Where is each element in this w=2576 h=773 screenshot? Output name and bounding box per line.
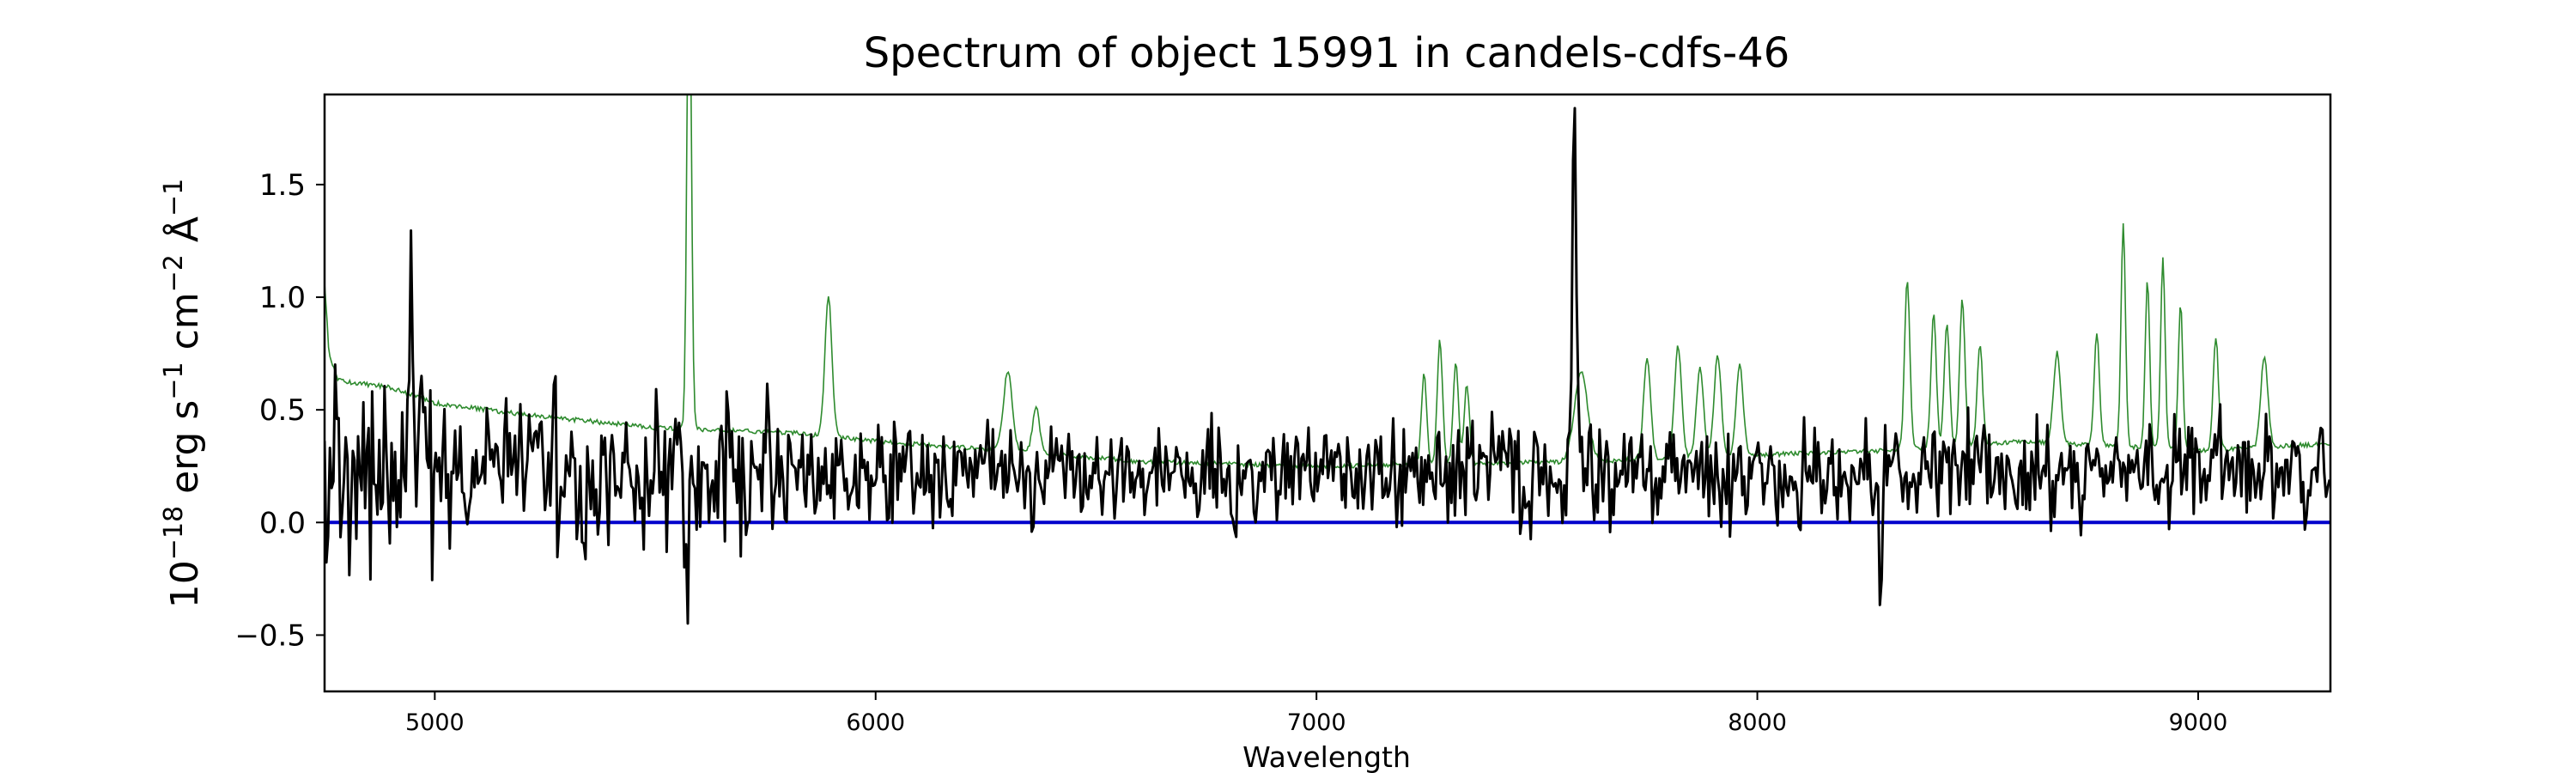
- chart-title: Spectrum of object 15991 in candels-cdfs…: [864, 29, 1790, 77]
- x-tick-label: 7000: [1287, 709, 1346, 736]
- y-label-base: 10: [163, 560, 207, 608]
- y-label-cm: cm: [163, 292, 207, 362]
- y-tick-label: −0.5: [234, 618, 306, 653]
- y-label-exp4: −1: [159, 179, 189, 216]
- y-label-ang: Å: [161, 216, 207, 254]
- x-axis: 5000 6000 7000 8000 9000: [405, 691, 2227, 736]
- x-tick-label: 8000: [1728, 709, 1787, 736]
- x-tick-label: 9000: [2169, 709, 2228, 736]
- y-label-exp1: −18: [159, 506, 189, 560]
- y-axis: −0.5 0.0 0.5 1.0 1.5: [234, 168, 325, 653]
- plot-area: [323, 93, 2332, 693]
- y-label-erg: erg s: [163, 400, 207, 506]
- y-label-exp3: −2: [159, 254, 189, 292]
- flux-spectrum-line: [325, 107, 2330, 625]
- x-tick-label: 5000: [405, 709, 465, 736]
- y-label-exp2: −1: [159, 362, 189, 399]
- y-tick-label: 0.0: [259, 506, 306, 540]
- y-tick-label: 0.5: [259, 393, 306, 428]
- plot-frame: [323, 93, 2332, 693]
- y-axis-label: 10−18 erg s−1 cm−2 Å−1: [159, 179, 207, 608]
- x-axis-label: Wavelength: [1242, 740, 1411, 773]
- y-tick-label: 1.0: [259, 281, 306, 315]
- x-tick-label: 6000: [846, 709, 905, 736]
- y-tick-label: 1.5: [259, 168, 306, 203]
